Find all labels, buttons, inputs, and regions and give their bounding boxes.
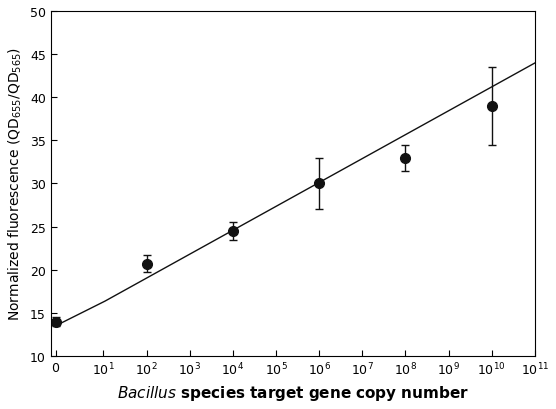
X-axis label: $\bf{\mathit{Bacillus}}$$\bf{\ species\ target\ gene\ copy\ number}$: $\bf{\mathit{Bacillus}}$$\bf{\ species\ … xyxy=(117,383,469,402)
Y-axis label: Normalized fluorescence (QD$_{655}$/QD$_{565}$): Normalized fluorescence (QD$_{655}$/QD$_… xyxy=(7,47,24,321)
